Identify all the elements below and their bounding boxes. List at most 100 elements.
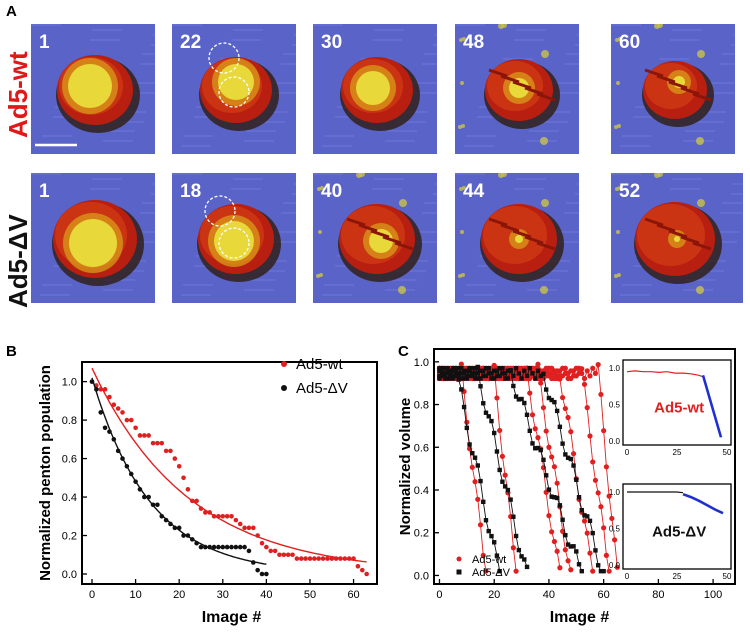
afm-particle-image	[172, 173, 296, 296]
data-point	[598, 391, 604, 398]
data-point	[574, 549, 579, 554]
data-point	[472, 366, 478, 371]
data-point	[478, 368, 483, 373]
data-point	[592, 477, 599, 483]
inset-chart: 0 25 50 0.0 0.5 1.0 Ad5-ΔV	[609, 483, 732, 581]
afm-tile: 18	[172, 173, 296, 303]
data-point	[242, 525, 247, 531]
data-point	[137, 433, 143, 438]
data-point	[467, 366, 472, 371]
data-point	[459, 371, 464, 376]
inset-series-line	[701, 374, 723, 438]
data-point	[168, 521, 173, 527]
data-point	[565, 414, 571, 421]
data-point	[128, 471, 134, 477]
data-point	[437, 373, 442, 379]
data-point	[563, 452, 568, 457]
data-point	[98, 410, 104, 415]
data-point	[549, 454, 555, 460]
data-point	[497, 366, 502, 371]
data-point	[259, 571, 265, 577]
frame-number: 30	[321, 32, 343, 53]
data-point	[606, 493, 612, 499]
data-point	[456, 373, 461, 379]
data-point	[453, 373, 459, 379]
data-point	[437, 366, 442, 371]
afm-tile: 22	[172, 24, 296, 154]
data-point	[472, 455, 478, 460]
data-point	[453, 366, 459, 371]
data-point	[475, 371, 480, 376]
data-point	[264, 571, 269, 577]
y-tick-label: 0.2	[62, 531, 77, 543]
data-point	[107, 394, 112, 400]
data-point	[250, 560, 256, 565]
data-point	[346, 556, 352, 561]
data-point	[581, 518, 588, 524]
data-point	[124, 417, 130, 423]
y-tick-label: 1.0	[62, 377, 77, 389]
data-point	[554, 480, 560, 486]
data-point	[472, 479, 478, 485]
volume-trace	[439, 363, 517, 572]
data-point	[111, 402, 117, 408]
data-point	[277, 552, 282, 558]
data-point	[535, 445, 541, 451]
data-point	[185, 533, 191, 538]
dashed-circle-icon	[218, 76, 250, 108]
data-point	[603, 464, 609, 470]
data-point	[502, 376, 508, 381]
row-label-wt: Ad5-wt	[3, 51, 33, 138]
data-point	[549, 494, 554, 499]
data-point	[554, 548, 560, 554]
data-point	[150, 440, 156, 446]
data-point	[519, 396, 524, 402]
data-point	[233, 517, 239, 523]
data-point	[568, 567, 574, 573]
inset-frame	[622, 483, 732, 570]
data-point	[538, 380, 544, 386]
data-point	[172, 525, 178, 531]
data-point	[546, 513, 552, 519]
data-point	[554, 408, 560, 414]
data-point	[203, 544, 208, 550]
data-point	[497, 427, 503, 434]
data-point	[255, 533, 260, 538]
data-point	[494, 449, 500, 454]
data-point	[224, 513, 230, 519]
data-point	[102, 425, 108, 431]
data-point	[159, 440, 165, 446]
data-point	[440, 368, 445, 373]
data-point	[281, 552, 287, 558]
data-point	[98, 387, 104, 392]
data-point	[533, 376, 538, 381]
data-point	[571, 544, 576, 549]
frame-number: 18	[180, 181, 202, 202]
data-point	[570, 451, 577, 457]
data-point	[573, 373, 579, 379]
dashed-circle-icon	[218, 227, 250, 259]
fit-curve	[91, 377, 267, 565]
data-point	[470, 371, 475, 376]
data-point	[606, 568, 612, 574]
data-point	[601, 568, 606, 574]
data-point	[552, 495, 557, 500]
data-point	[560, 517, 565, 522]
volume-trace	[439, 364, 572, 570]
data-point	[456, 371, 461, 376]
data-point	[562, 405, 568, 412]
data-point	[524, 564, 530, 570]
data-point	[576, 365, 582, 371]
inset-y-tick-label: 0.0	[609, 437, 621, 446]
data-point	[333, 556, 339, 561]
data-point	[513, 533, 519, 539]
data-point	[176, 463, 182, 469]
data-point	[475, 376, 480, 381]
data-point	[551, 538, 557, 545]
data-point	[189, 498, 195, 504]
data-point	[255, 567, 260, 573]
data-point	[316, 556, 321, 561]
data-point	[603, 552, 609, 558]
data-point	[574, 477, 579, 483]
data-point	[464, 368, 470, 373]
